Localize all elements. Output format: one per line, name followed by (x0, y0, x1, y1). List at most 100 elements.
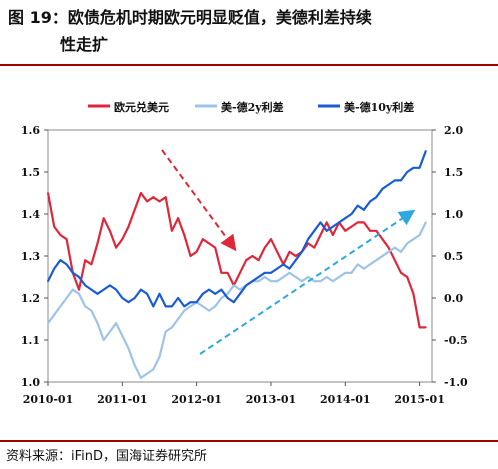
series-2-point (406, 242, 409, 245)
series-2-point (59, 305, 62, 308)
series-3-point (78, 276, 80, 278)
series-1-point (102, 217, 105, 220)
series-2-point (276, 280, 279, 283)
series-1-point (332, 234, 334, 236)
series-1-point (313, 246, 316, 249)
series-3-point (239, 292, 241, 295)
series-2-point (214, 305, 217, 308)
series-1-point (146, 200, 148, 203)
series-3-point (96, 292, 99, 295)
series-1-point (170, 229, 173, 232)
series-3-point (177, 297, 179, 299)
series-2-point (418, 234, 421, 236)
series-3-point (356, 204, 359, 207)
series-line-3 (47, 150, 427, 308)
series-2-point (369, 263, 371, 266)
series-2-point (170, 326, 173, 329)
y-right-tick-label: 1.0 (444, 208, 463, 221)
series-2-point (78, 292, 80, 295)
series-2-point (424, 221, 427, 224)
series-2-point (232, 284, 235, 287)
series-1-point (183, 234, 186, 236)
series-3-point (109, 284, 111, 287)
series-3-point (158, 292, 161, 295)
series-3-point (195, 301, 198, 304)
series-2-point (350, 271, 353, 274)
series-3-point (375, 196, 378, 199)
trend-arrow-blue (199, 209, 416, 355)
series-3-point (53, 267, 56, 270)
series-3-point (393, 179, 396, 182)
series-2-point (102, 339, 105, 341)
series-1-point (356, 221, 359, 224)
series-2-point (164, 330, 167, 333)
x-tick-label: 2011-01 (97, 393, 148, 406)
series-2-point (325, 276, 328, 278)
trend-arrow-red (161, 149, 237, 252)
series-2-point (183, 309, 186, 312)
series-2-point (381, 255, 384, 257)
series-2-point (319, 280, 322, 283)
series-3-point (338, 221, 340, 224)
series-1-point (325, 221, 328, 224)
series-3-point (90, 288, 93, 291)
series-3-point (220, 288, 223, 291)
series-3-point (146, 292, 148, 295)
series-1-point (375, 229, 378, 232)
series-2-point (71, 288, 74, 291)
series-2-point (301, 280, 303, 283)
series-3-point (325, 229, 328, 232)
source-note: 资料来源：iFinD，国海证券研究所 (6, 449, 208, 464)
figure-title: 图 19：欧债危机时期欧元明显贬值，美德利差持续 性走扩 (8, 4, 494, 58)
x-tick-label: 2012-01 (171, 393, 222, 406)
series-2-point (90, 309, 93, 312)
series-1-point (109, 229, 111, 232)
series-3-point (226, 297, 229, 299)
series-1-point (84, 259, 87, 262)
series-1-point (127, 225, 130, 228)
series-2-point (96, 322, 99, 325)
series-1-point (406, 276, 409, 278)
series-1-point (319, 234, 322, 236)
series-2-point (362, 267, 365, 270)
series-2-point (313, 280, 316, 283)
series-3-point (307, 238, 310, 241)
series-line-2 (47, 221, 427, 379)
series-1-point (115, 246, 118, 249)
series-3-point (59, 259, 62, 262)
series-1-point (59, 234, 62, 236)
x-tick-label: 2010-01 (23, 393, 74, 406)
series-1-point (239, 271, 241, 274)
series-1-point (276, 250, 279, 253)
series-1-point (350, 225, 353, 228)
series-2-point (338, 276, 340, 278)
series-2-point (109, 330, 111, 333)
series-1-point (220, 271, 223, 274)
series-1-point (381, 238, 384, 241)
series-3-point (251, 280, 254, 283)
series-3-point (288, 267, 291, 270)
series-1-point (133, 208, 136, 211)
series-2-point (146, 372, 148, 375)
series-3-point (152, 305, 155, 308)
y-left-tick-label: 1.3 (21, 250, 40, 263)
figure-title-line2: 性走扩 (60, 35, 109, 54)
y-right-tick-label: -0.5 (444, 334, 468, 347)
series-2-point (307, 276, 310, 278)
series-2-point (263, 276, 266, 278)
series-3-point (418, 166, 421, 169)
top-rule (0, 64, 498, 66)
series-3-point (424, 150, 427, 152)
series-2-point (412, 238, 415, 241)
series-1-point (294, 255, 297, 257)
series-1-point (78, 288, 80, 291)
series-3-point (115, 288, 118, 291)
series-3-point (412, 166, 415, 169)
figure-title-line1: 图 19：欧债危机时期欧元明显贬值，美德利差持续 (8, 8, 372, 27)
series-1-point (164, 196, 167, 199)
series-line-1 (46, 191, 426, 329)
series-3-point (301, 250, 303, 253)
series-3-point (84, 284, 87, 287)
series-1-point (47, 192, 49, 194)
series-2-point (189, 305, 192, 308)
